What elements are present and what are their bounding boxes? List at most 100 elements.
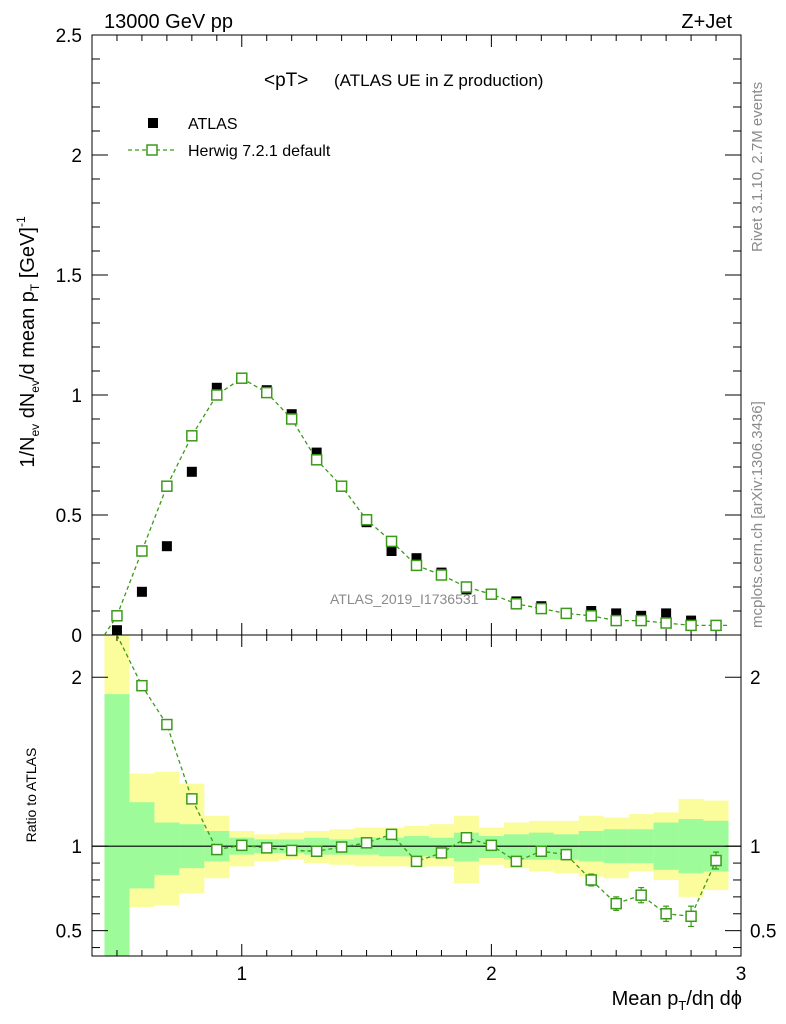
x-tick-label-1: 1	[236, 964, 247, 985]
ratio-point-15	[485, 839, 498, 852]
x-tick-label-3: 3	[736, 964, 747, 985]
mc-point-0	[111, 610, 123, 622]
atlas-point-4	[211, 382, 222, 393]
mc-line-start	[103, 615, 118, 636]
ratio-point-12	[410, 855, 423, 868]
mc-line	[116, 377, 717, 627]
atlas-point-22	[661, 608, 672, 619]
ratio-point-1	[136, 679, 148, 692]
mc-point-9	[335, 480, 348, 492]
mc-point-8	[310, 454, 323, 466]
ratio-point-7	[285, 844, 298, 857]
legend-mc-marker	[146, 144, 158, 156]
y-tick-label-1.5: 1.5	[56, 266, 82, 287]
ratio-point-4	[211, 843, 223, 856]
mc-point-18	[560, 607, 573, 620]
atlas-point-11	[386, 546, 397, 556]
mc-point-5	[236, 372, 248, 384]
mc-point-20	[610, 614, 622, 627]
mc-point-4	[211, 389, 223, 401]
ratio-tick-label-left-0.5: 0.5	[56, 922, 82, 943]
atlas-point-3	[186, 466, 197, 477]
ratio-bands	[104, 635, 729, 956]
green-band-2	[154, 822, 180, 875]
plot-title-sub: (ATLAS UE in Z production)	[334, 71, 543, 90]
atlas-point-2	[161, 541, 172, 552]
header-right: Z+Jet	[681, 11, 732, 33]
mc-point-11	[385, 535, 398, 548]
ratio-point-2	[161, 718, 173, 731]
green-band-1	[129, 802, 155, 889]
mc-point-14	[460, 581, 473, 593]
mc-point-24	[710, 619, 722, 632]
mc-point-22	[660, 617, 672, 629]
ratio-point-18	[560, 848, 573, 861]
atlas-point-0	[111, 625, 122, 636]
ratio-point-16	[510, 855, 523, 868]
legend: ATLAS Herwig 7.2.1 default	[128, 116, 331, 160]
legend-data-label: ATLAS	[188, 116, 238, 133]
ratio-point-17	[535, 845, 548, 858]
mc-point-2	[161, 480, 173, 492]
rivet-label: Rivet 3.1.10, 2.7M events	[749, 82, 766, 252]
legend-data-marker	[148, 118, 158, 128]
y-tick-label-2: 2	[71, 146, 82, 167]
mc-point-12	[410, 559, 423, 572]
atlas-point-12	[411, 553, 422, 564]
header-left: 13000 GeV pp	[104, 11, 233, 33]
ratio-tick-label-right-2: 2	[750, 668, 761, 689]
ratio-point-6	[260, 842, 273, 854]
x-axis-title: Mean pT/dη dϕ	[612, 988, 742, 1013]
legend-mc-label: Herwig 7.2.1 default	[188, 143, 331, 160]
ratio-point-11	[385, 828, 398, 841]
green-band-0	[104, 694, 130, 956]
ratio-tick-label-right-0.5: 0.5	[750, 922, 776, 943]
mc-point-10	[360, 514, 373, 526]
mcplots-label: mcplots.cern.ch [arXiv:1306.3436]	[749, 401, 766, 628]
ratio-tick-label-left-2: 2	[71, 668, 82, 689]
mc-point-16	[510, 598, 523, 610]
y-tick-label-0: 0	[71, 626, 82, 647]
ratio-point-19	[585, 874, 597, 886]
ratio-axis-title: Ratio to ATLAS	[23, 748, 39, 843]
tick-labels: 1 2 3 0 0.5 1 1.5 2 2.5 0.5 0.5 1 1 2 2	[56, 26, 777, 985]
y-axis-title: 1/Nev dNev/d mean pT [GeV]-1	[14, 216, 42, 468]
y-tick-label-0.5: 0.5	[56, 506, 82, 527]
mc-point-6	[260, 386, 273, 399]
watermark: ATLAS_2019_I1736531	[330, 591, 479, 607]
mc-point-13	[435, 569, 448, 581]
mc-point-19	[585, 610, 597, 622]
mc-point-23	[685, 619, 697, 632]
mc-point-3	[186, 430, 198, 442]
mc-point-21	[635, 614, 647, 627]
atlas-point-20	[611, 608, 622, 619]
green-band-16	[503, 834, 529, 860]
atlas-point-1	[136, 586, 147, 597]
svg-text:Mean pT/dη dϕ: Mean pT/dη dϕ	[612, 988, 742, 1013]
x-tick-label-2: 2	[486, 964, 497, 985]
ratio-point-3	[186, 793, 198, 805]
plot-title-main: <pT>	[264, 70, 308, 91]
ratio-point-14	[460, 831, 473, 844]
ratio-point-23	[685, 910, 697, 923]
ratio-point-24	[710, 854, 722, 867]
ratio-tick-label-left-1: 1	[71, 837, 82, 858]
y-tick-label-2.5: 2.5	[56, 26, 82, 47]
ratio-point-21	[635, 889, 647, 901]
mc-point-7	[285, 413, 298, 425]
green-band-11	[379, 837, 405, 857]
data-points	[111, 372, 722, 928]
ratio-point-13	[435, 847, 448, 859]
mc-point-15	[485, 588, 498, 600]
ratio-point-5	[236, 839, 248, 852]
y-tick-label-1: 1	[71, 386, 82, 407]
ratio-point-8	[310, 845, 323, 858]
ratio-point-22	[660, 908, 672, 920]
ratio-point-20	[610, 897, 622, 910]
ratio-point-10	[360, 837, 373, 849]
mc-point-17	[535, 602, 548, 615]
atlas-point-8	[311, 447, 322, 458]
svg-text:1/Nev dNev/d mean pT [GeV]-1: 1/Nev dNev/d mean pT [GeV]-1	[14, 216, 42, 468]
tick-marks	[91, 34, 742, 956]
